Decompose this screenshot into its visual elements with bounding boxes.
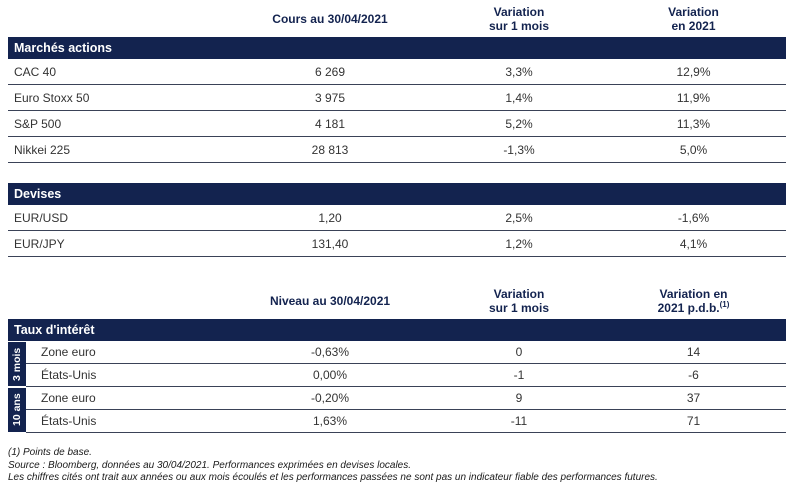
- cell-variation-month: 0: [515, 345, 523, 359]
- table-row-3m-etats-unis: États-Unis 0,00% -1 -6: [26, 364, 786, 387]
- column-header-variation-year-bp: Variation en 2021 p.d.b.(1): [657, 287, 730, 315]
- section-header-taux-interet: Taux d'intérêt: [8, 319, 786, 341]
- rate-group-10-ans: 10 ans Zone euro -0,20% 9 37 États-Unis …: [8, 387, 786, 433]
- footnote-source: Source : Bloomberg, données au 30/04/202…: [8, 459, 412, 471]
- column-header-variation-month: Variation sur 1 mois: [488, 5, 550, 33]
- row-label: S&P 500: [14, 116, 62, 131]
- cell-variation-month: 1,2%: [505, 236, 533, 251]
- row-label: EUR/JPY: [14, 236, 65, 251]
- row-label: États-Unis: [41, 368, 97, 382]
- section-header-devises: Devises: [8, 183, 786, 205]
- table-row-sp500: S&P 500 4 181 5,2% 11,3%: [8, 111, 786, 137]
- cell-variation-year: -6: [688, 368, 699, 382]
- table-row-10a-etats-unis: États-Unis 1,63% -11 71: [26, 410, 786, 433]
- cell-variation-year: 11,9%: [676, 90, 711, 105]
- cell-variation-year: 4,1%: [679, 236, 708, 251]
- table-row-3m-zone-euro: Zone euro -0,63% 0 14: [26, 341, 786, 364]
- rates-header-row: Niveau au 30/04/2021 Variation sur 1 moi…: [8, 287, 786, 319]
- column-header-variation-year: Variation en 2021: [668, 5, 719, 33]
- table-row-eurusd: EUR/USD 1,20 2,5% -1,6%: [8, 205, 786, 231]
- table-row-cac40: CAC 40 6 269 3,3% 12,9%: [8, 59, 786, 85]
- row-label: Nikkei 225: [14, 142, 71, 157]
- column-header-price: Cours au 30/04/2021: [272, 12, 388, 26]
- table-row-10a-zone-euro: Zone euro -0,20% 9 37: [26, 387, 786, 410]
- cell-variation-month: 3,3%: [505, 64, 533, 79]
- cell-variation-year: -1,6%: [677, 210, 710, 225]
- cell-price: 3 975: [314, 90, 346, 105]
- row-label: Euro Stoxx 50: [14, 90, 90, 105]
- cell-variation-month: -1,3%: [503, 142, 535, 157]
- markets-header-row: Cours au 30/04/2021 Variation sur 1 mois…: [8, 5, 786, 37]
- table-row-nikkei225: Nikkei 225 28 813 -1,3% 5,0%: [8, 137, 786, 163]
- cell-price: 6 269: [314, 64, 346, 79]
- cell-variation-month: 9: [515, 391, 523, 405]
- cell-variation-month: -1: [513, 368, 525, 382]
- cell-variation-month: 5,2%: [505, 116, 533, 131]
- cell-price: 131,40: [311, 236, 349, 251]
- row-label: CAC 40: [14, 64, 57, 79]
- cell-variation-year: 71: [686, 414, 701, 428]
- footnotes: (1) Points de base. Source : Bloomberg, …: [8, 447, 786, 485]
- footnote-points-de-base: (1) Points de base.: [8, 447, 92, 458]
- column-header-level: Niveau au 30/04/2021: [269, 294, 391, 308]
- cell-variation-month: 2,5%: [505, 210, 533, 225]
- group-label: 3 mois: [11, 347, 23, 381]
- group-label: 10 ans: [11, 393, 23, 427]
- cell-price: 4 181: [314, 116, 346, 131]
- cell-level: -0,20%: [310, 391, 350, 405]
- cell-variation-year: 12,9%: [676, 64, 711, 79]
- cell-variation-month: -11: [510, 414, 528, 428]
- cell-price: 28 813: [311, 142, 349, 157]
- market-report: Cours au 30/04/2021 Variation sur 1 mois…: [8, 0, 786, 485]
- row-label: EUR/USD: [14, 210, 69, 225]
- table-row-eurjpy: EUR/JPY 131,40 1,2% 4,1%: [8, 231, 786, 257]
- cell-variation-year: 11,3%: [676, 116, 711, 131]
- cell-level: 0,00%: [312, 368, 348, 382]
- column-header-variation-month: Variation sur 1 mois: [488, 287, 550, 315]
- group-band-3-mois: 3 mois: [8, 342, 26, 386]
- group-band-10-ans: 10 ans: [8, 388, 26, 432]
- cell-price: 1,20: [318, 210, 342, 225]
- row-label: États-Unis: [41, 414, 97, 428]
- cell-level: 1,63%: [312, 414, 348, 428]
- cell-variation-year: 5,0%: [679, 142, 708, 157]
- rate-group-3-mois: 3 mois Zone euro -0,63% 0 14 États-Unis …: [8, 341, 786, 387]
- cell-variation-year: 14: [686, 345, 701, 359]
- cell-level: -0,63%: [310, 345, 350, 359]
- row-label: Zone euro: [41, 391, 96, 405]
- row-label: Zone euro: [41, 345, 96, 359]
- section-header-marches-actions: Marchés actions: [8, 37, 786, 59]
- cell-variation-year: 37: [686, 391, 701, 405]
- table-row-eurostoxx50: Euro Stoxx 50 3 975 1,4% 11,9%: [8, 85, 786, 111]
- footnote-marker: (1): [719, 300, 730, 309]
- cell-variation-month: 1,4%: [505, 90, 533, 105]
- footnote-disclaimer: Les chiffres cités ont trait aux années …: [8, 472, 658, 483]
